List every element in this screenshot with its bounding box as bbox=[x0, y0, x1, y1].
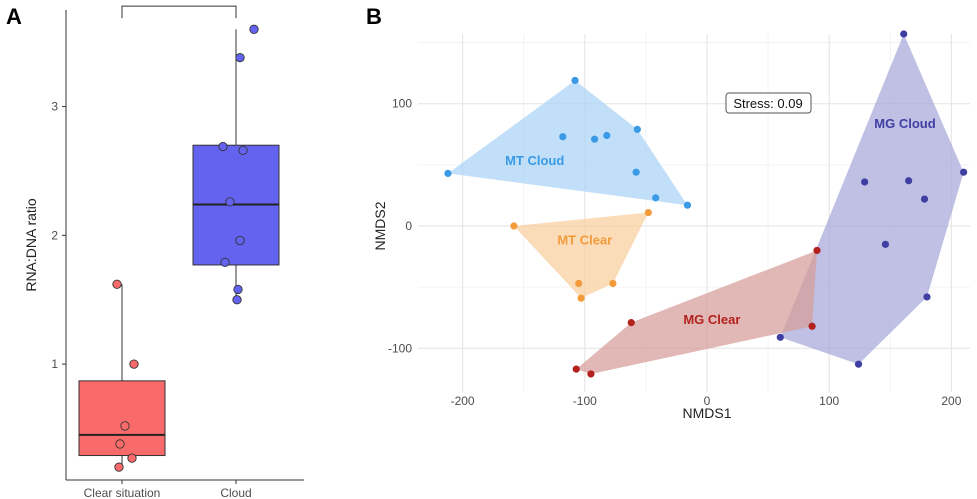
label-mg-clear: MG Clear bbox=[683, 312, 740, 327]
nmds-x-tick-label: -100 bbox=[573, 394, 597, 408]
point-mg-cloud bbox=[900, 30, 908, 38]
boxplot-data-point bbox=[249, 24, 259, 34]
point-mg-clear bbox=[627, 319, 635, 327]
boxplot-x-tick-label: Cloud bbox=[220, 486, 251, 499]
significance-bracket bbox=[121, 5, 237, 19]
label-mg-cloud: MG Cloud bbox=[874, 116, 935, 131]
boxplot-data-point bbox=[238, 145, 248, 156]
point-mt-cloud bbox=[652, 194, 660, 202]
point-mg-clear bbox=[572, 365, 580, 373]
nmds-y-tick-label: 100 bbox=[392, 97, 412, 111]
nmds-hulls bbox=[447, 33, 964, 374]
point-mt-cloud bbox=[590, 135, 599, 143]
boxplot-y-tick-label: 2 bbox=[51, 228, 58, 242]
nmds-x-tick-label: 100 bbox=[819, 394, 839, 408]
boxplot-data-point bbox=[233, 284, 243, 295]
hull-mg-cloud bbox=[780, 33, 964, 365]
hull-mt-clear bbox=[513, 212, 649, 299]
point-mg-cloud bbox=[881, 240, 890, 248]
point-mt-clear bbox=[575, 279, 583, 288]
significance-label: ** bbox=[175, 0, 184, 6]
nmds-panel: MT Cloud MT Clear MG Clear MG Cloud -200 -10… bbox=[372, 30, 970, 421]
boxplot-data-point bbox=[112, 279, 122, 289]
boxplot-data-point bbox=[129, 359, 139, 369]
boxplot-data-point bbox=[232, 295, 242, 305]
point-mg-cloud bbox=[854, 360, 863, 368]
label-mt-clear: MT Clear bbox=[557, 232, 612, 247]
nmds-y-axis-title: NMDS2 bbox=[372, 201, 388, 250]
nmds-x-tick-label: -200 bbox=[451, 394, 475, 408]
boxplot-data-point bbox=[220, 257, 230, 268]
nmds-x-tick-label: 0 bbox=[704, 394, 711, 408]
boxplot-y-axis-title: RNA:DNA ratio bbox=[23, 198, 39, 292]
point-mt-clear bbox=[644, 208, 652, 217]
boxplot-plot-area: 1 2 3 Clear situation Cloud ** bbox=[51, 0, 304, 499]
point-mg-clear bbox=[808, 322, 816, 330]
point-mg-cloud bbox=[923, 293, 931, 301]
point-mt-clear bbox=[577, 294, 585, 302]
boxplot-y-tick-label: 3 bbox=[51, 100, 58, 114]
point-mg-clear bbox=[587, 370, 595, 378]
point-mg-cloud bbox=[905, 177, 913, 185]
point-mg-cloud bbox=[920, 195, 929, 203]
boxplot-data-point bbox=[235, 235, 245, 246]
label-mt-cloud: MT Cloud bbox=[505, 153, 564, 168]
point-mg-cloud bbox=[861, 178, 869, 186]
boxplot-data-point bbox=[235, 52, 245, 63]
point-mg-clear bbox=[813, 246, 821, 255]
boxplot-data-point bbox=[114, 462, 124, 472]
point-mt-clear bbox=[510, 222, 518, 230]
point-mt-clear bbox=[609, 279, 617, 288]
point-mt-cloud bbox=[632, 168, 640, 176]
boxplot-data-point bbox=[120, 421, 130, 431]
boxplot-data-point bbox=[218, 141, 228, 152]
hull-mg-clear bbox=[576, 250, 817, 374]
boxplot-y-tick-label: 1 bbox=[51, 357, 58, 371]
nmds-x-axis-title: NMDS1 bbox=[682, 405, 731, 421]
boxplot-data-point bbox=[225, 197, 235, 207]
panel-b-letter: B bbox=[366, 4, 382, 29]
hull-mt-cloud bbox=[447, 80, 688, 206]
stress-annotation: Stress: 0.09 bbox=[725, 92, 812, 114]
nmds-y-tick-label: -100 bbox=[388, 341, 412, 355]
nmds-x-tick-label: 200 bbox=[941, 394, 961, 408]
stress-text: Stress: 0.09 bbox=[733, 96, 802, 111]
boxplot-x-tick-label: Clear situation bbox=[84, 486, 161, 499]
point-mt-cloud bbox=[571, 76, 579, 85]
point-mg-cloud bbox=[960, 168, 968, 176]
point-mt-cloud bbox=[559, 133, 567, 141]
point-mt-cloud bbox=[633, 125, 641, 133]
boxplot-panel: RNA:DNA ratio 1 2 3 Clear situation Cloud ** bbox=[23, 0, 304, 499]
point-mg-cloud bbox=[776, 333, 784, 341]
nmds-points bbox=[444, 30, 968, 378]
panel-a-letter: A bbox=[6, 4, 22, 29]
boxplot-data-point bbox=[115, 439, 125, 449]
nmds-y-tick-label: 0 bbox=[405, 219, 412, 233]
point-mt-cloud bbox=[603, 131, 611, 140]
point-mt-cloud bbox=[683, 201, 692, 209]
boxplot-data-point bbox=[127, 453, 137, 463]
nmds-group-labels: MT Cloud MT Clear MG Clear MG Cloud bbox=[505, 116, 936, 327]
nmds-axes: -200 -100 0 100 200 -100 0 100 bbox=[388, 97, 962, 408]
point-mt-cloud bbox=[444, 169, 452, 178]
